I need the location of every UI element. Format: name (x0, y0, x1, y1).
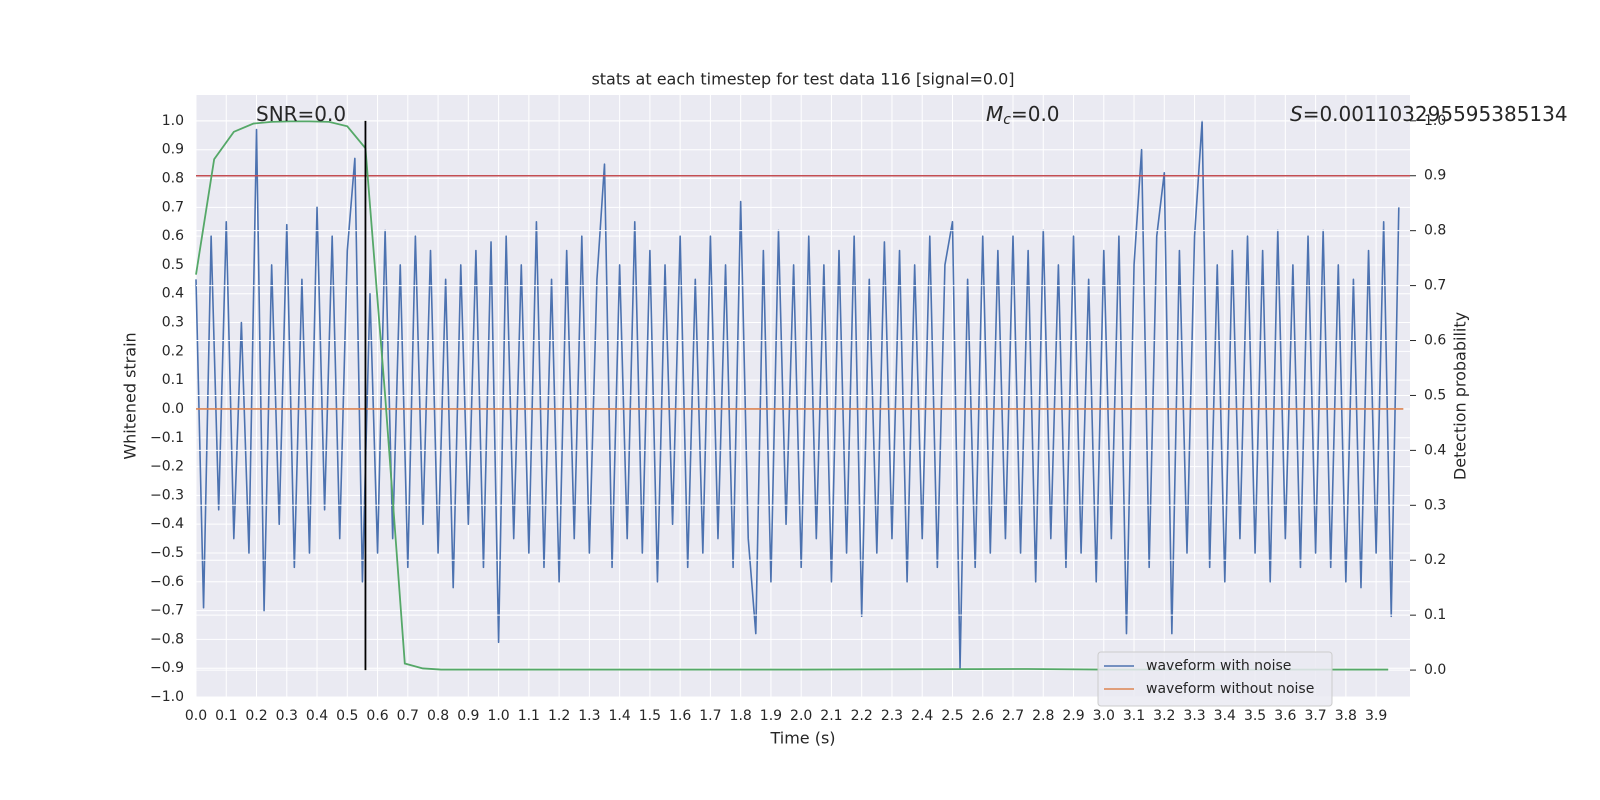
x-tick-label: 3.5 (1244, 708, 1266, 724)
x-tick-label: 0.1 (215, 708, 237, 724)
x-tick-label: 3.9 (1365, 708, 1387, 724)
x-tick-label: 1.5 (639, 708, 661, 724)
y2-axis-label: Detection probability (1451, 312, 1470, 480)
x-tick-label: 3.2 (1153, 708, 1175, 724)
y-tick-label: −0.1 (150, 430, 184, 446)
y2-tick-label: 0.6 (1424, 333, 1446, 349)
y2-tick-label: 0.3 (1424, 497, 1446, 513)
y-tick-label: 0.8 (162, 171, 184, 187)
x-tick-label: 1.7 (699, 708, 721, 724)
annotation: Mc=0.0 (986, 102, 1060, 129)
y-tick-label: 0.4 (162, 286, 184, 302)
y2-tick-label: 0.1 (1424, 607, 1446, 623)
x-tick-label: 0.6 (366, 708, 388, 724)
x-tick-label: 1.4 (608, 708, 630, 724)
annotation-text: SNR=0.0 (256, 102, 346, 126)
y-tick-label: 0.9 (162, 142, 184, 158)
y-tick-label: 0.0 (162, 401, 184, 417)
x-tick-label: 2.2 (851, 708, 873, 724)
y-tick-label: 0.7 (162, 199, 184, 215)
x-tick-label: 3.0 (1093, 708, 1115, 724)
y2-tick-label: 0.5 (1424, 387, 1446, 403)
x-tick-label: 0.9 (457, 708, 479, 724)
y-tick-label: −0.6 (150, 574, 184, 590)
x-tick-label: 2.3 (881, 708, 903, 724)
x-tick-label: 1.3 (578, 708, 600, 724)
x-tick-label: 2.1 (820, 708, 842, 724)
y-tick-label: −1.0 (150, 689, 184, 705)
y-tick-label: −0.3 (150, 487, 184, 503)
x-tick-label: 2.7 (1002, 708, 1024, 724)
y2-tick-label: 0.8 (1424, 223, 1446, 239)
chart-title: stats at each timestep for test data 116… (591, 70, 1014, 89)
annotation-subscript: c (1003, 112, 1011, 128)
x-tick-label: 2.4 (911, 708, 933, 724)
x-tick-label: 1.9 (760, 708, 782, 724)
x-tick-label: 1.2 (548, 708, 570, 724)
annotation-symbol: M (986, 102, 1003, 126)
x-tick-label: 1.6 (669, 708, 691, 724)
legend-label: waveform without noise (1146, 681, 1314, 697)
y-tick-label: −0.8 (150, 631, 184, 647)
x-tick-label: 2.0 (790, 708, 812, 724)
y-axis-label: Whitened strain (121, 332, 140, 459)
x-tick-label: 2.8 (1032, 708, 1054, 724)
x-tick-label: 1.0 (487, 708, 509, 724)
plot-background (196, 95, 1410, 697)
y2-tick-label: 1.0 (1424, 113, 1446, 129)
y-tick-label: −0.5 (150, 545, 184, 561)
x-tick-label: 3.1 (1123, 708, 1145, 724)
x-tick-label: 0.7 (397, 708, 419, 724)
y-tick-label: 0.6 (162, 228, 184, 244)
x-tick-label: 2.6 (972, 708, 994, 724)
x-tick-label: 3.6 (1274, 708, 1296, 724)
x-tick-label: 0.4 (306, 708, 328, 724)
y-tick-label: 0.2 (162, 343, 184, 359)
y-tick-label: −0.2 (150, 459, 184, 475)
y2-tick-label: 0.9 (1424, 168, 1446, 184)
x-tick-label: 2.5 (941, 708, 963, 724)
y-tick-label: 1.0 (162, 113, 184, 129)
x-tick-label: 3.3 (1183, 708, 1205, 724)
y-tick-label: 0.3 (162, 315, 184, 331)
x-tick-label: 3.8 (1335, 708, 1357, 724)
y-tick-label: −0.4 (150, 516, 184, 532)
x-tick-label: 0.0 (185, 708, 207, 724)
x-tick-label: 3.4 (1214, 708, 1236, 724)
y-tick-label: −0.9 (150, 660, 184, 676)
x-tick-label: 0.8 (427, 708, 449, 724)
legend-box (1097, 651, 1333, 707)
x-tick-label: 1.1 (518, 708, 540, 724)
x-tick-label: 3.7 (1304, 708, 1326, 724)
y2-tick-label: 0.0 (1424, 662, 1446, 678)
y-tick-label: 0.1 (162, 372, 184, 388)
annotation: SNR=0.0 (256, 102, 346, 126)
series-line (195, 120, 1400, 669)
x-tick-label: 0.3 (276, 708, 298, 724)
y-tick-label: 0.5 (162, 257, 184, 273)
annotation-text: =0.001103295595385134 (1303, 102, 1568, 126)
annotation-symbol: S (1290, 102, 1303, 126)
x-tick-label: 0.5 (336, 708, 358, 724)
y2-tick-label: 0.7 (1424, 278, 1446, 294)
x-tick-label: 2.9 (1062, 708, 1084, 724)
y2-tick-label: 0.4 (1424, 442, 1446, 458)
annotation: S=0.001103295595385134 (1290, 102, 1568, 126)
x-tick-label: 0.2 (245, 708, 267, 724)
y2-tick-label: 0.2 (1424, 552, 1446, 568)
legend-label: waveform with noise (1146, 658, 1291, 674)
x-axis-label: Time (s) (769, 729, 835, 748)
y-tick-label: −0.7 (150, 603, 184, 619)
annotation-text: =0.0 (1011, 102, 1060, 126)
x-tick-label: 1.8 (730, 708, 752, 724)
